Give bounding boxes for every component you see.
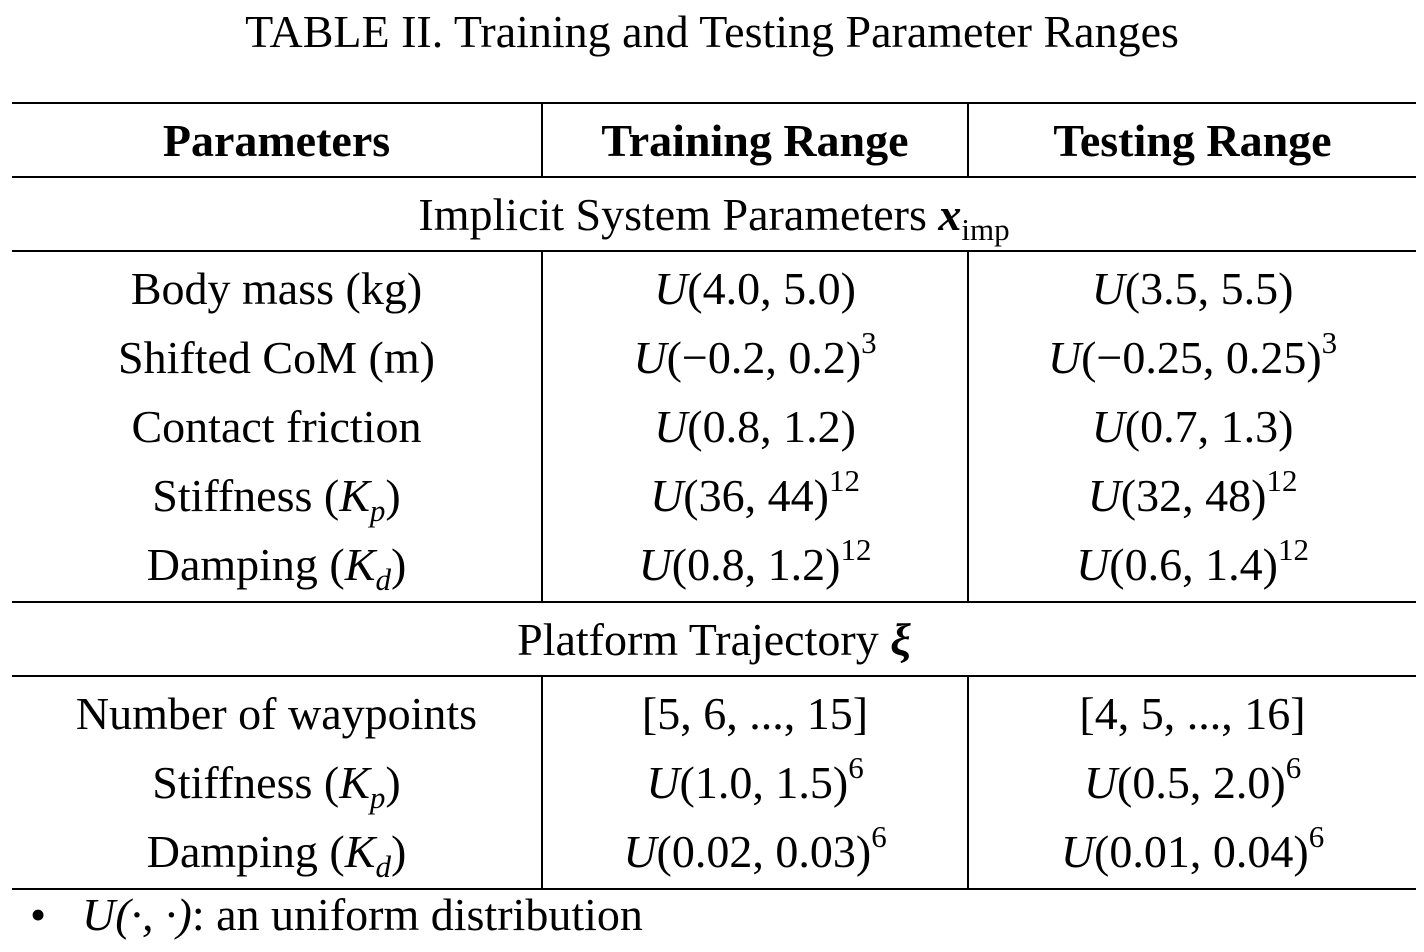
- section-title: Implicit System Parameters ximp: [12, 176, 1416, 251]
- testing-range-cell: U(32, 48)12: [1087, 462, 1298, 521]
- section-symbol: ξ: [890, 613, 911, 665]
- header-training-range: Training Range: [542, 102, 969, 177]
- section-row: Implicit System Parameters ximp: [12, 176, 1416, 251]
- training-range-cell: U(0.02, 0.03)6: [542, 817, 969, 890]
- table-row: Number of waypoints [5, 6, ..., 15] [4, 5,…: [12, 675, 1416, 748]
- param-cell: Stiffness (Kp): [12, 748, 543, 817]
- parameter-table: Parameters Training Range Testing Range …: [12, 102, 1416, 890]
- header-row: Parameters Training Range Testing Range: [12, 102, 1416, 177]
- section-symbol: x: [938, 188, 962, 240]
- footnote-symbol: U(·, ·): [82, 889, 192, 940]
- table-row: Contact friction U(0.8, 1.2) U(0.7, 1.3): [12, 392, 1416, 461]
- header-parameters: Parameters: [12, 102, 543, 177]
- training-range-cell: [5, 6, ..., 15]: [542, 675, 969, 748]
- table-row: Damping (Kd) U(0.8, 1.2)12 U(0.6, 1.4)12: [12, 530, 1416, 602]
- table-row: Stiffness (Kp) U(36, 44)12 U(32, 48)12: [12, 461, 1416, 530]
- training-range-cell: U(36, 44)12: [542, 461, 969, 530]
- table-row: Shifted CoM (m) U(−0.2, 0.2)3 U(−0.25, 0.2…: [12, 323, 1416, 392]
- footnote: • U(·, ·): an uniform distribution: [30, 884, 643, 946]
- section-title: Platform Trajectory ξ: [12, 601, 1416, 676]
- header-testing-range: Testing Range: [968, 102, 1416, 177]
- bullet-icon: •: [30, 889, 47, 940]
- testing-range-cell: U(−0.25, 0.25)3: [1047, 324, 1338, 383]
- param-cell: Number of waypoints: [12, 675, 543, 748]
- param-cell: Damping (Kd): [12, 817, 543, 890]
- training-range-cell: U(0.8, 1.2)12: [542, 530, 969, 602]
- testing-range-cell: U(0.6, 1.4)12: [1076, 531, 1309, 590]
- testing-range-cell: [4, 5, ..., 16]: [968, 675, 1416, 748]
- param-cell: Contact friction: [12, 392, 543, 461]
- training-range-cell: U(−0.2, 0.2)3: [542, 323, 969, 392]
- param-cell: Shifted CoM (m): [12, 323, 543, 392]
- table-row: Body mass (kg) U(4.0, 5.0) U(3.5, 5.5): [12, 250, 1416, 323]
- testing-range-cell: U(0.01, 0.04)6: [968, 817, 1416, 890]
- param-cell: Stiffness (Kp): [12, 461, 543, 530]
- table-row: Stiffness (Kp) U(1.0, 1.5)6 U(0.5, 2.0)6: [12, 748, 1416, 817]
- training-range-cell: U(1.0, 1.5)6: [542, 748, 969, 817]
- training-range-cell: U(4.0, 5.0): [542, 250, 969, 323]
- section-row: Platform Trajectory ξ: [12, 601, 1416, 676]
- testing-range-cell: U(3.5, 5.5): [968, 250, 1416, 323]
- table-caption: TABLE II. Training and Testing Parameter…: [245, 6, 1179, 57]
- training-range-cell: U(0.8, 1.2): [542, 392, 969, 461]
- param-cell: Damping (Kd): [12, 530, 543, 602]
- testing-range-cell: U(0.5, 2.0)6: [1083, 749, 1302, 808]
- testing-range-cell: U(0.7, 1.3): [1091, 401, 1294, 452]
- param-cell: Body mass (kg): [12, 250, 543, 323]
- footnote-text: : an uniform distribution: [191, 889, 643, 940]
- table-row: Damping (Kd) U(0.02, 0.03)6 U(0.01, 0.04)6: [12, 817, 1416, 890]
